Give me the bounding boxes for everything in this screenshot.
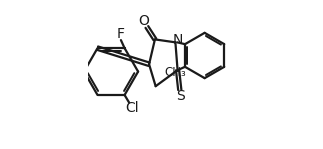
Text: Cl: Cl	[125, 101, 139, 115]
Text: S: S	[176, 89, 185, 103]
Text: O: O	[138, 14, 149, 28]
Text: CH₃: CH₃	[164, 66, 186, 79]
Text: N: N	[173, 33, 183, 47]
Text: F: F	[116, 27, 124, 41]
